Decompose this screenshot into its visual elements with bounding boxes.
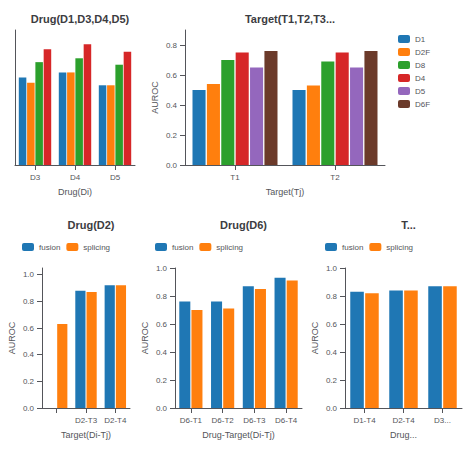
svg-text:0.6: 0.6 bbox=[326, 320, 338, 329]
svg-text:D4: D4 bbox=[415, 74, 426, 83]
svg-text:D5: D5 bbox=[110, 173, 121, 182]
svg-text:D2F: D2F bbox=[415, 48, 430, 57]
svg-text:D8: D8 bbox=[415, 61, 426, 70]
svg-text:Drug...: Drug... bbox=[390, 430, 417, 440]
svg-text:0.0: 0.0 bbox=[156, 404, 168, 413]
svg-text:D2-T3: D2-T3 bbox=[75, 416, 98, 425]
svg-text:0.8: 0.8 bbox=[326, 292, 338, 301]
svg-text:0.4: 0.4 bbox=[166, 101, 178, 110]
svg-text:D6-T1: D6-T1 bbox=[180, 416, 203, 425]
svg-text:0.8: 0.8 bbox=[156, 292, 168, 301]
svg-text:0.6: 0.6 bbox=[166, 71, 178, 80]
svg-text:0.6: 0.6 bbox=[23, 324, 35, 333]
svg-text:splicing: splicing bbox=[386, 243, 413, 252]
svg-text:fusion: fusion bbox=[172, 243, 193, 252]
svg-text:0.0: 0.0 bbox=[23, 404, 35, 413]
svg-text:D5: D5 bbox=[415, 87, 426, 96]
svg-text:D4: D4 bbox=[70, 173, 81, 182]
svg-text:splicing: splicing bbox=[83, 243, 110, 252]
svg-text:0.0: 0.0 bbox=[326, 404, 338, 413]
svg-text:0.2: 0.2 bbox=[326, 376, 338, 385]
svg-text:D6-T3: D6-T3 bbox=[243, 416, 266, 425]
svg-text:Drug(Di): Drug(Di) bbox=[58, 187, 92, 197]
svg-text:AUROC: AUROC bbox=[310, 321, 320, 354]
svg-text:AUROC: AUROC bbox=[7, 321, 17, 354]
svg-text:0.0: 0.0 bbox=[166, 161, 178, 170]
svg-text:Drug(D2): Drug(D2) bbox=[67, 219, 114, 231]
svg-text:D3: D3 bbox=[30, 173, 41, 182]
svg-text:D6F: D6F bbox=[415, 100, 430, 109]
svg-text:T...: T... bbox=[401, 219, 416, 231]
svg-text:0.4: 0.4 bbox=[326, 348, 338, 357]
svg-text:D2-T4: D2-T4 bbox=[104, 416, 127, 425]
svg-text:D6-T2: D6-T2 bbox=[212, 416, 235, 425]
svg-text:0.4: 0.4 bbox=[23, 350, 35, 359]
svg-text:fusion: fusion bbox=[39, 243, 60, 252]
svg-text:AUROC: AUROC bbox=[140, 321, 150, 354]
svg-text:0.2: 0.2 bbox=[166, 131, 178, 140]
svg-text:1.0: 1.0 bbox=[156, 264, 168, 273]
svg-text:0.4: 0.4 bbox=[156, 348, 168, 357]
svg-text:Target(T1,T2,T3...: Target(T1,T2,T3... bbox=[245, 13, 335, 25]
svg-text:0.2: 0.2 bbox=[23, 377, 35, 386]
svg-text:1.0: 1.0 bbox=[23, 270, 35, 279]
svg-text:Drug(D6): Drug(D6) bbox=[220, 219, 267, 231]
svg-text:D2-T4: D2-T4 bbox=[392, 416, 415, 425]
svg-text:D1: D1 bbox=[415, 35, 426, 44]
svg-text:splicing: splicing bbox=[216, 243, 243, 252]
svg-text:Drug(D1,D3,D4,D5): Drug(D1,D3,D4,D5) bbox=[31, 13, 130, 25]
svg-text:0.8: 0.8 bbox=[23, 297, 35, 306]
svg-text:D1-T4: D1-T4 bbox=[353, 416, 376, 425]
svg-text:0.2: 0.2 bbox=[156, 376, 168, 385]
svg-text:Drug-Target(Di-Tj): Drug-Target(Di-Tj) bbox=[202, 430, 275, 440]
svg-text:AUROC: AUROC bbox=[150, 81, 160, 114]
svg-text:T2: T2 bbox=[330, 173, 340, 182]
svg-text:fusion: fusion bbox=[342, 243, 363, 252]
svg-text:T1: T1 bbox=[230, 173, 240, 182]
svg-text:0.8: 0.8 bbox=[166, 41, 178, 50]
svg-text:Target(Tj): Target(Tj) bbox=[266, 187, 305, 197]
svg-text:1.0: 1.0 bbox=[326, 264, 338, 273]
svg-text:Target(Di-Tj): Target(Di-Tj) bbox=[61, 430, 111, 440]
svg-text:D6-T4: D6-T4 bbox=[275, 416, 298, 425]
svg-text:D3...: D3... bbox=[434, 416, 451, 425]
svg-text:0.6: 0.6 bbox=[156, 320, 168, 329]
